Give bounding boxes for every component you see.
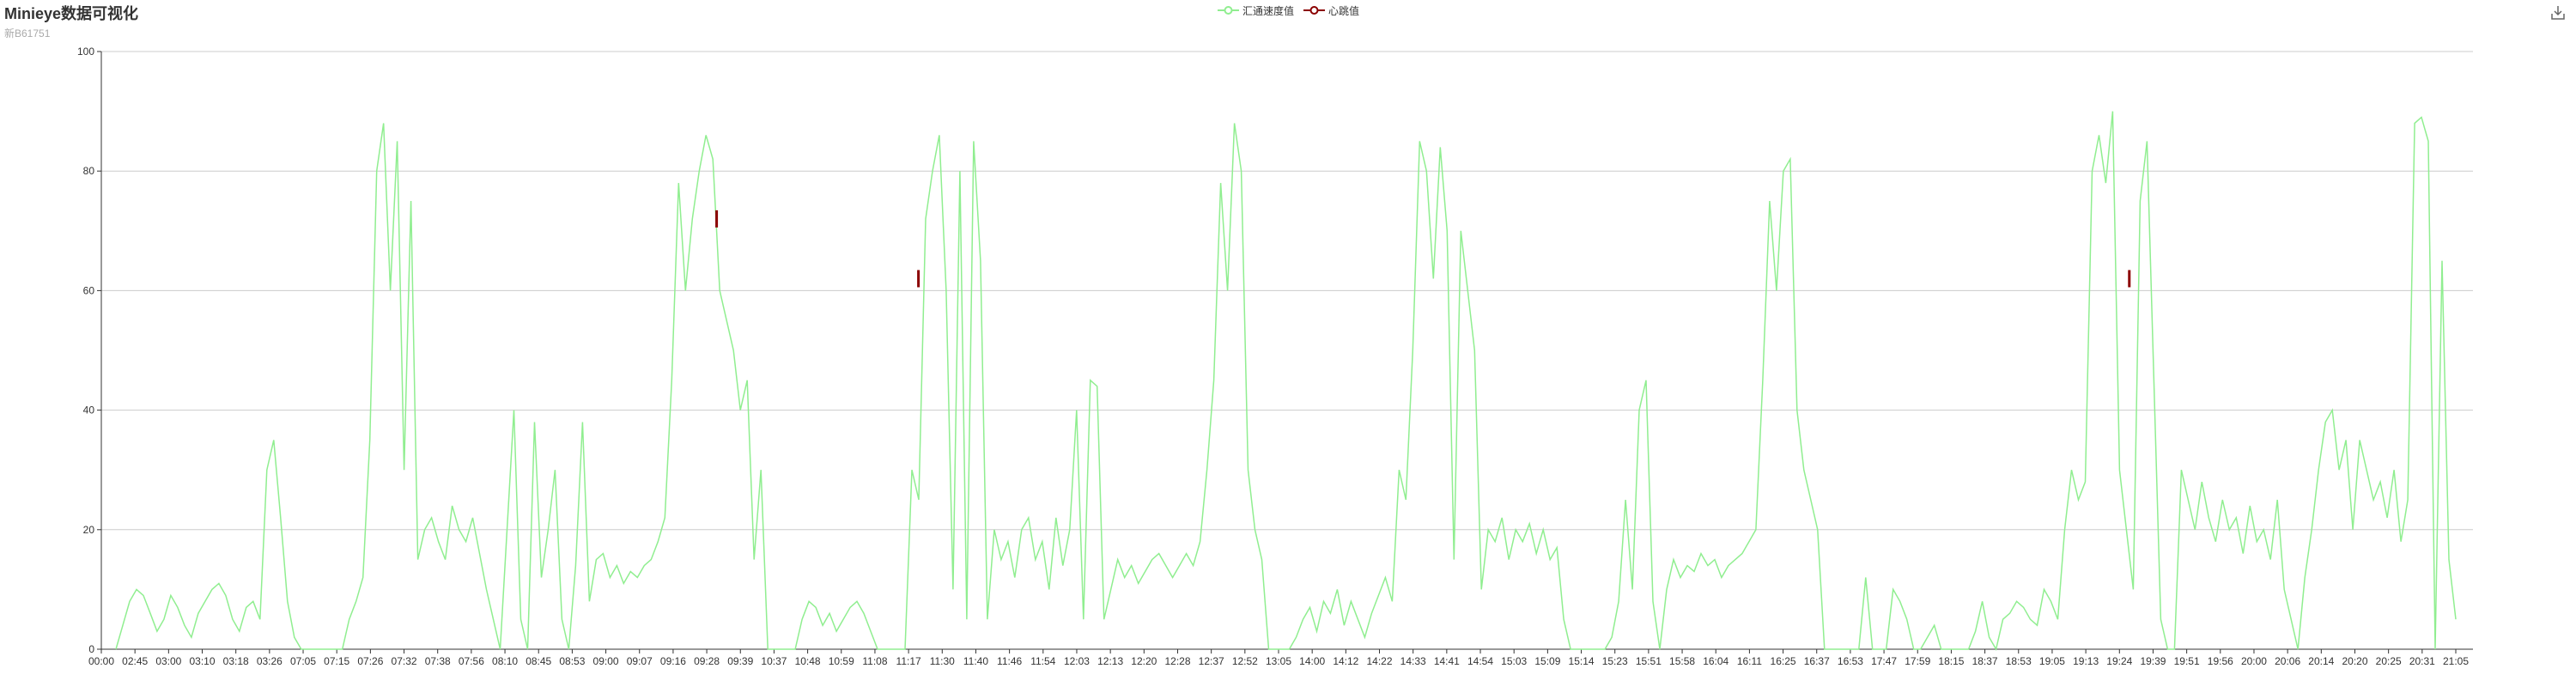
x-tick-label: 02:45 — [122, 655, 148, 667]
x-tick-label: 15:51 — [1636, 655, 1662, 667]
x-tick-label: 14:12 — [1333, 655, 1358, 667]
x-tick-label: 07:26 — [357, 655, 383, 667]
x-tick-label: 20:06 — [2275, 655, 2300, 667]
x-tick-label: 07:56 — [459, 655, 484, 667]
chart-title: Minieye数据可视化 — [4, 5, 139, 22]
x-tick-label: 18:15 — [1938, 655, 1964, 667]
y-tick-label: 100 — [77, 46, 94, 58]
x-tick-label: 16:53 — [1838, 655, 1863, 667]
x-tick-label: 13:05 — [1266, 655, 1291, 667]
legend: 汇通速度值 心跳值 — [0, 2, 2576, 19]
x-tick-label: 07:15 — [324, 655, 349, 667]
x-tick-label: 17:59 — [1905, 655, 1930, 667]
series-heartbeat — [715, 210, 2131, 288]
x-tick-label: 10:48 — [795, 655, 821, 667]
y-tick-label: 40 — [83, 404, 95, 416]
x-tick-label: 14:54 — [1467, 655, 1493, 667]
x-tick-label: 08:10 — [492, 655, 518, 667]
x-tick-label: 07:38 — [425, 655, 451, 667]
x-tick-label: 18:53 — [2006, 655, 2032, 667]
legend-label-heartbeat: 心跳值 — [1328, 4, 1360, 17]
x-tick-label: 03:00 — [155, 655, 181, 667]
x-tick-label: 11:30 — [930, 655, 955, 667]
x-tick-label: 08:53 — [559, 655, 585, 667]
x-tick-label: 18:37 — [1972, 655, 1998, 667]
x-tick-label: 03:18 — [223, 655, 249, 667]
y-tick-label: 60 — [83, 284, 95, 296]
x-tick-label: 00:00 — [88, 655, 114, 667]
x-tick-label: 20:31 — [2409, 655, 2435, 667]
x-tick-label: 07:32 — [392, 655, 417, 667]
y-tick-label: 0 — [88, 643, 94, 655]
series-line-speed — [115, 111, 2457, 652]
x-tick-label: 11:40 — [963, 655, 988, 667]
x-tick-label: 10:59 — [829, 655, 854, 667]
heartbeat-mark — [2128, 270, 2131, 288]
x-tick-label: 12:20 — [1131, 655, 1157, 667]
x-tick-label: 15:03 — [1501, 655, 1527, 667]
legend-item-speed[interactable]: 汇通速度值 — [1218, 2, 1294, 19]
x-tick-label: 15:23 — [1602, 655, 1628, 667]
y-tick-label: 80 — [83, 165, 95, 177]
y-tick-label: 20 — [83, 524, 95, 536]
x-tick-label: 11:17 — [896, 655, 921, 667]
x-tick-label: 11:54 — [1030, 655, 1055, 667]
x-tick-label: 09:07 — [627, 655, 653, 667]
x-tick-label: 20:20 — [2342, 655, 2367, 667]
x-tick-label: 19:24 — [2106, 655, 2132, 667]
x-axis: 00:00 02:45 03:00 03:10 03:18 03:26 07:05 07:15… — [88, 648, 2473, 667]
x-tick-label: 16:04 — [1703, 655, 1728, 667]
x-tick-label: 15:09 — [1534, 655, 1560, 667]
x-tick-label: 19:13 — [2073, 655, 2099, 667]
x-tick-label: 07:05 — [290, 655, 316, 667]
x-tick-label: 14:00 — [1299, 655, 1325, 667]
x-tick-label: 14:41 — [1434, 655, 1460, 667]
heartbeat-mark — [917, 270, 920, 288]
x-tick-label: 19:51 — [2174, 655, 2200, 667]
x-tick-label: 12:13 — [1097, 655, 1123, 667]
heartbeat-mark — [715, 210, 719, 228]
x-tick-label: 09:39 — [727, 655, 753, 667]
save-image-button[interactable] — [2549, 3, 2567, 22]
x-tick-label: 19:56 — [2208, 655, 2233, 667]
x-tick-label: 09:16 — [660, 655, 686, 667]
x-tick-label: 19:39 — [2140, 655, 2166, 667]
x-tick-label: 16:11 — [1737, 655, 1762, 667]
legend-item-heartbeat[interactable]: 心跳值 — [1303, 2, 1359, 19]
x-tick-label: 03:26 — [257, 655, 283, 667]
grid-lines — [101, 51, 2473, 531]
y-axis: 0 20 40 60 80 100 — [77, 46, 102, 655]
legend-heartbeat-icon — [1303, 6, 1325, 15]
download-icon — [2551, 6, 2565, 20]
chart-subtitle: 新B61751 — [4, 27, 51, 40]
x-tick-label: 20:14 — [2308, 655, 2334, 667]
x-tick-label: 09:28 — [694, 655, 720, 667]
x-tick-label: 17:47 — [1871, 655, 1897, 667]
x-tick-label: 11:46 — [997, 655, 1022, 667]
x-tick-label: 14:33 — [1400, 655, 1426, 667]
legend-speed-icon — [1218, 6, 1239, 15]
legend-label-speed: 汇通速度值 — [1242, 4, 1295, 17]
x-tick-label: 09:00 — [593, 655, 619, 667]
x-tick-label: 21:05 — [2443, 655, 2469, 667]
x-tick-label: 12:37 — [1199, 655, 1224, 667]
x-tick-label: 14:22 — [1366, 655, 1392, 667]
x-tick-label: 11:08 — [862, 655, 887, 667]
x-tick-label: 20:25 — [2376, 655, 2402, 667]
x-tick-label: 15:58 — [1669, 655, 1695, 667]
x-tick-label: 19:05 — [2039, 655, 2065, 667]
x-tick-label: 12:03 — [1064, 655, 1090, 667]
x-tick-label: 03:10 — [189, 655, 215, 667]
x-tick-label: 16:25 — [1771, 655, 1796, 667]
x-tick-label: 16:37 — [1804, 655, 1830, 667]
x-tick-label: 20:00 — [2241, 655, 2267, 667]
x-tick-label: 10:37 — [761, 655, 787, 667]
x-tick-label: 08:45 — [526, 655, 551, 667]
x-tick-label: 15:14 — [1569, 655, 1595, 667]
x-tick-label: 12:28 — [1164, 655, 1190, 667]
x-tick-label: 12:52 — [1232, 655, 1258, 667]
